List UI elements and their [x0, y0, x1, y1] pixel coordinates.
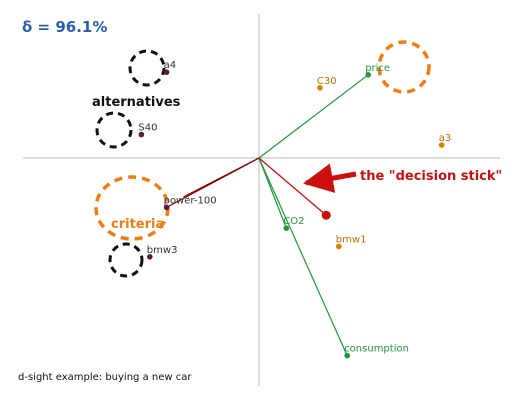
point-c30 [317, 85, 323, 91]
point-label-a3: a3 [439, 133, 452, 144]
point-consumption [344, 352, 351, 359]
point-a3 [438, 142, 445, 148]
point-bmw3 [147, 253, 153, 260]
alternatives-annotation: alternatives [92, 95, 181, 110]
point-a4 [163, 69, 170, 75]
decision-stick-annotation: the "decision stick" [360, 169, 502, 184]
point-label-bmw3: bmw3 [147, 245, 178, 256]
decision-stick-arrow [303, 163, 357, 193]
point-label-consumption: consumption [344, 344, 409, 355]
point-power-100 [163, 204, 170, 211]
point-label-s40: S40 [138, 123, 157, 134]
point-co2 [283, 225, 290, 231]
vectors-layer [166, 74, 369, 356]
highlight-circle-price [377, 40, 431, 94]
criterion-vector-2 [258, 157, 348, 356]
highlight-circle-s40 [95, 111, 133, 149]
point-bmw1 [336, 243, 342, 250]
points-layer: a4 S40 power-100 bmw3 C30 a3 bmw1 price CO2 consu… [138, 60, 452, 359]
decision-stick-point [321, 210, 331, 220]
point-label-power-100: power-100 [164, 195, 217, 206]
point-label-a4: a4 [164, 60, 177, 71]
criterion-vector-4 [183, 157, 260, 198]
point-label-co2: CO2 [283, 216, 304, 227]
criterion-vector-1 [258, 157, 287, 229]
decision-stick-layer [258, 157, 331, 220]
delta-label: δ = 96.1% [22, 18, 107, 36]
point-label-c30: C30 [317, 76, 337, 87]
highlight-circle-a4 [128, 49, 166, 87]
point-price [365, 72, 372, 78]
point-s40 [138, 131, 145, 138]
criteria-annotation: criteria [111, 217, 164, 232]
highlight-circle-bmw3 [108, 242, 144, 278]
decision-stick-line [258, 157, 327, 216]
point-label-bmw1: bmw1 [336, 234, 367, 245]
point-label-price: price [365, 63, 390, 74]
criterion-vector-0 [258, 74, 369, 159]
footer-caption: d-sight example: buying a new car [18, 372, 192, 383]
